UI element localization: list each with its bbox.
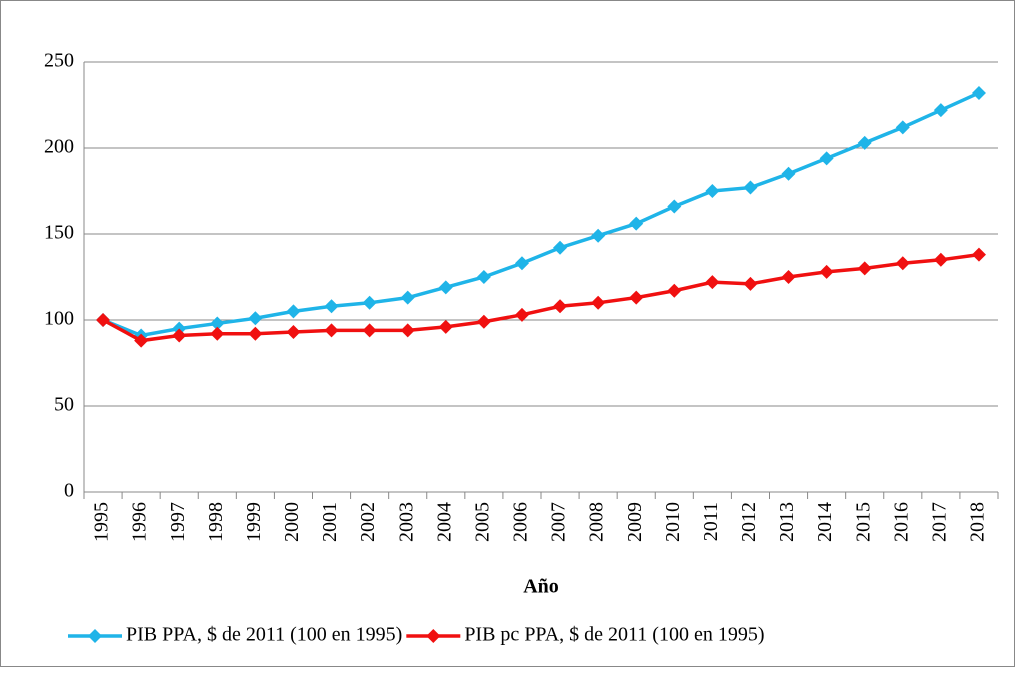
marker (705, 275, 720, 290)
x-tick-label: 2018 (967, 502, 989, 542)
x-tick-label: 2001 (319, 502, 341, 542)
x-tick-label: 2002 (357, 502, 379, 542)
x-tick-label: 1996 (129, 502, 151, 542)
x-tick-label: 1995 (91, 502, 113, 542)
x-tick-label: 2008 (586, 502, 608, 542)
marker (895, 256, 910, 271)
marker (705, 184, 720, 198)
y-tick-label: 250 (44, 50, 74, 72)
marker (400, 323, 415, 338)
x-tick-label: 2009 (624, 502, 646, 542)
marker (895, 120, 910, 135)
x-tick-label: 2011 (700, 502, 722, 541)
x-tick-label: 2000 (281, 502, 303, 542)
marker (781, 166, 796, 181)
marker (743, 276, 758, 291)
legend-marker (426, 629, 441, 643)
marker (514, 256, 529, 271)
x-tick-label: 2017 (928, 502, 950, 542)
marker (438, 280, 453, 295)
marker (362, 295, 377, 310)
marker (553, 299, 568, 314)
marker (553, 240, 568, 255)
y-tick-label: 150 (44, 222, 74, 244)
marker (819, 264, 834, 279)
y-tick-label: 0 (64, 480, 74, 502)
x-tick-label: 1997 (167, 502, 189, 542)
marker (134, 333, 149, 348)
x-tick-label: 2016 (890, 502, 912, 542)
marker (286, 304, 301, 319)
marker (476, 270, 491, 284)
marker (514, 307, 529, 322)
marker (629, 290, 644, 305)
y-tick-label: 50 (54, 394, 74, 416)
marker (286, 325, 301, 340)
marker (781, 270, 796, 284)
marker (400, 290, 415, 305)
x-tick-label: 2004 (433, 502, 455, 542)
marker (971, 247, 986, 262)
marker (324, 299, 339, 314)
marker (210, 316, 225, 331)
marker (362, 323, 377, 338)
y-tick-label: 100 (44, 308, 74, 330)
x-tick-label: 2013 (776, 502, 798, 542)
marker (438, 319, 453, 334)
marker (172, 328, 187, 343)
marker (629, 216, 644, 231)
marker (248, 311, 263, 326)
legend-marker (88, 629, 102, 643)
x-tick-label: 2005 (471, 502, 493, 542)
legend-label: PIB pc PPA, $ de 2011 (100 en 1995) (464, 624, 764, 646)
x-axis-label: Año (523, 576, 559, 598)
legend-label: PIB PPA, $ de 2011 (100 en 1995) (126, 624, 402, 646)
marker (971, 85, 986, 100)
marker (857, 135, 872, 150)
series-line (102, 91, 980, 338)
x-tick-label: 2003 (395, 502, 417, 542)
marker (667, 283, 682, 298)
x-tick-label: 2007 (548, 502, 570, 542)
x-tick-label: 1999 (243, 502, 265, 542)
y-tick-label: 200 (44, 136, 74, 158)
x-tick-label: 1998 (205, 502, 227, 542)
marker (819, 151, 834, 166)
marker (667, 199, 682, 214)
marker (96, 313, 111, 327)
marker (324, 323, 339, 338)
marker (248, 326, 263, 341)
x-tick-label: 2015 (852, 502, 874, 542)
marker (476, 314, 491, 329)
marker (591, 228, 606, 243)
x-tick-label: 2006 (510, 502, 532, 542)
marker (933, 103, 948, 118)
marker (743, 180, 758, 195)
marker (210, 326, 225, 341)
x-tick-label: 2010 (662, 502, 684, 542)
marker (933, 252, 948, 267)
x-tick-label: 2012 (738, 502, 760, 542)
marker (857, 261, 872, 276)
marker (591, 295, 606, 310)
x-tick-label: 2014 (814, 502, 836, 542)
